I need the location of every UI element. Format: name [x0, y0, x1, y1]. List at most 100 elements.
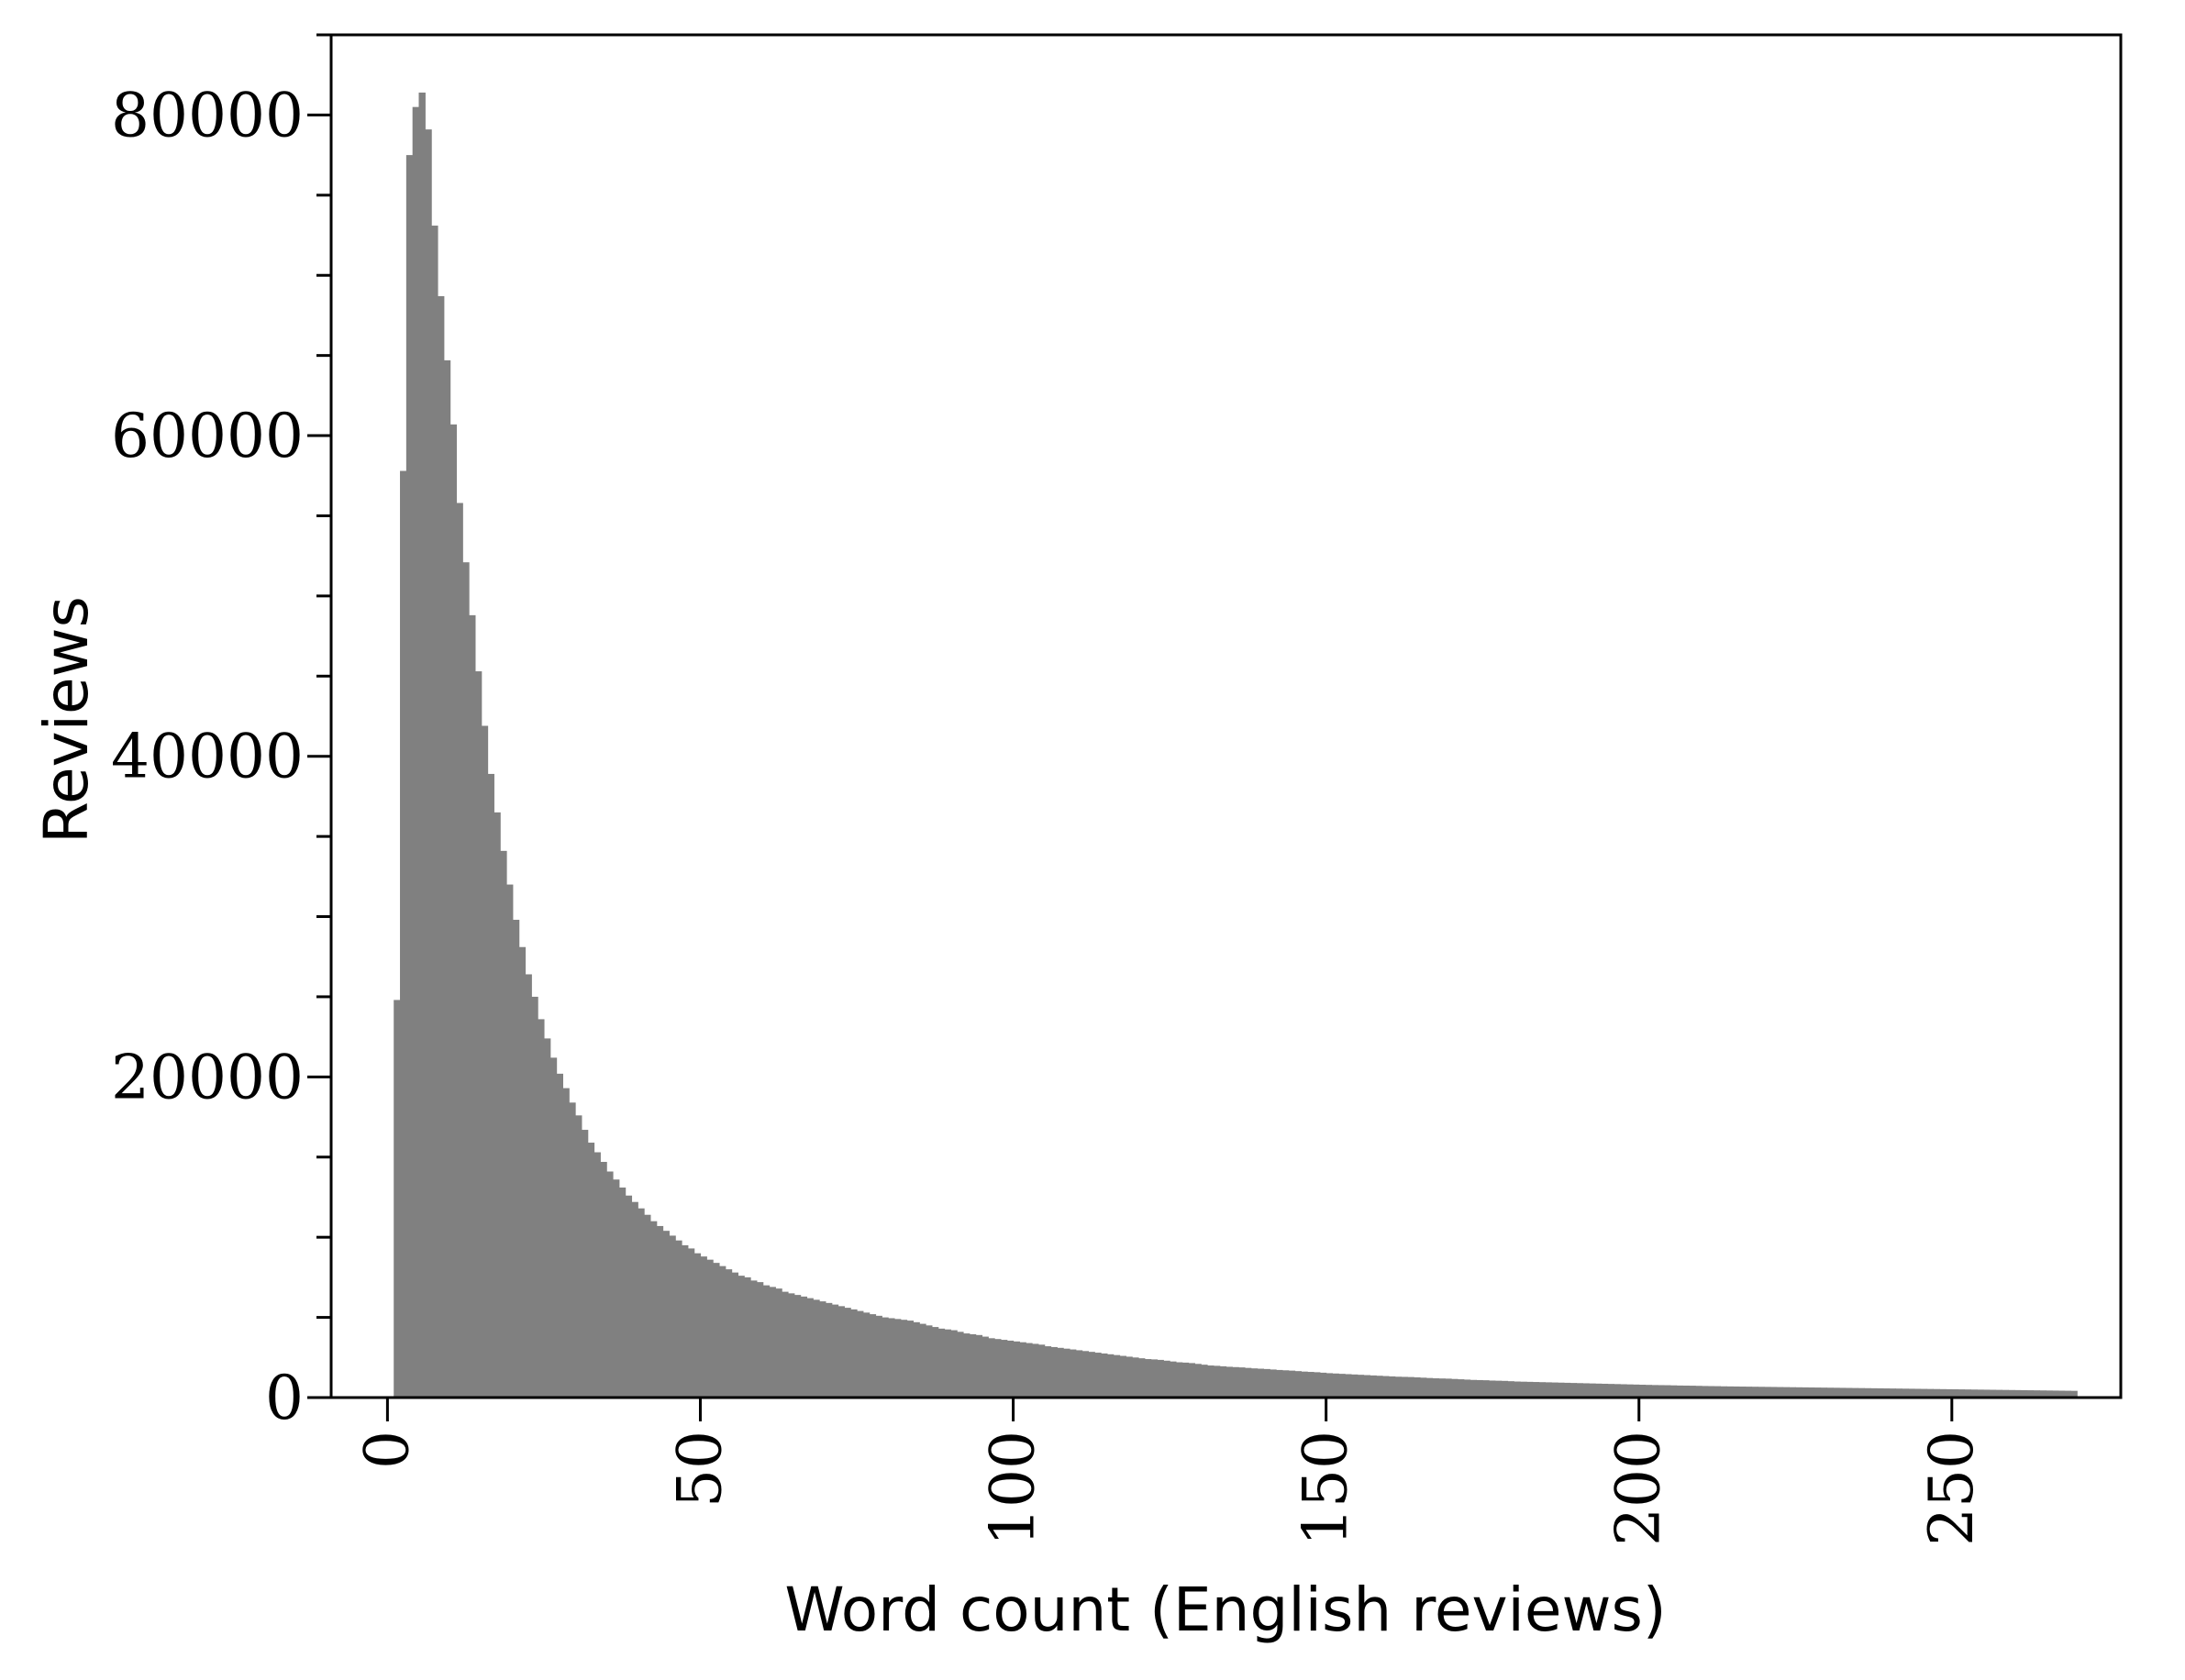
histogram-bar: [1213, 1365, 1221, 1398]
histogram-bar: [1995, 1389, 2002, 1398]
histogram-bar: [1733, 1386, 1740, 1398]
histogram-bar: [1276, 1369, 1283, 1398]
x-tick-label: 0: [351, 1431, 422, 1469]
y-tick-label: 60000: [111, 401, 304, 471]
histogram-bar: [1782, 1387, 1791, 1398]
histogram-bar: [937, 1328, 946, 1398]
histogram-bar: [1026, 1343, 1033, 1398]
y-tick-label: 40000: [111, 722, 304, 792]
histogram-bar: [1407, 1376, 1414, 1398]
histogram-bar: [926, 1325, 933, 1398]
histogram-bar: [1319, 1372, 1327, 1398]
histogram-bar: [1789, 1387, 1796, 1398]
histogram-bar: [1132, 1357, 1139, 1398]
histogram-bar: [1457, 1379, 1465, 1398]
histogram-bar: [1695, 1386, 1703, 1398]
histogram-bar: [512, 920, 520, 1398]
histogram-bar: [2051, 1390, 2059, 1398]
histogram-bar: [1482, 1380, 1490, 1398]
histogram-bar: [775, 1288, 782, 1398]
histogram-bar: [700, 1256, 707, 1398]
histogram-bar: [1833, 1387, 1840, 1398]
histogram-bar: [1726, 1386, 1734, 1398]
histogram-bar: [1325, 1373, 1334, 1398]
histogram-bar: [1181, 1362, 1190, 1398]
histogram-bar: [1620, 1384, 1627, 1398]
histogram-bar: [443, 359, 451, 1398]
histogram-bar: [1101, 1353, 1108, 1398]
histogram-bar: [1738, 1387, 1747, 1398]
histogram-bar: [474, 671, 482, 1398]
histogram-bar: [1589, 1383, 1596, 1398]
histogram-bar: [1476, 1379, 1483, 1398]
y-tick-label: 20000: [111, 1042, 304, 1112]
histogram-bar: [1357, 1375, 1365, 1398]
histogram-bar: [1582, 1383, 1590, 1398]
histogram-bar: [500, 850, 507, 1398]
histogram-bar: [806, 1298, 814, 1398]
histogram-bar: [1851, 1387, 1859, 1398]
histogram-bar: [744, 1277, 751, 1398]
histogram-bar: [988, 1338, 995, 1398]
histogram-bar: [1401, 1376, 1408, 1398]
histogram-bar: [400, 470, 407, 1398]
histogram-bar: [1163, 1360, 1170, 1398]
histogram-bar: [1870, 1387, 1878, 1398]
histogram-bar: [1802, 1387, 1809, 1398]
histogram-bar: [1081, 1351, 1090, 1398]
histogram-bar: [969, 1333, 977, 1398]
histogram-bar: [1069, 1349, 1077, 1398]
histogram-bar: [1813, 1387, 1822, 1398]
histogram-bar: [1019, 1342, 1026, 1398]
histogram-bar: [982, 1336, 989, 1398]
histogram-bar: [1032, 1343, 1039, 1398]
histogram-bar: [638, 1208, 645, 1398]
histogram-bar: [1664, 1385, 1671, 1398]
histogram-bar: [1494, 1380, 1503, 1398]
histogram-bar: [649, 1221, 658, 1398]
histogram-bar: [412, 106, 420, 1398]
x-tick-label: 200: [1603, 1431, 1674, 1546]
histogram-bar: [850, 1309, 858, 1398]
histogram-bar: [975, 1334, 983, 1398]
histogram-bar: [1363, 1375, 1370, 1398]
histogram-bar: [1382, 1376, 1390, 1398]
histogram-bar: [1307, 1372, 1314, 1398]
histogram-bar: [1776, 1387, 1784, 1398]
histogram-bar: [1651, 1385, 1658, 1398]
histogram-bar: [1270, 1369, 1277, 1398]
histogram-bar: [494, 812, 501, 1398]
histogram-bar: [418, 92, 426, 1398]
histogram-bar: [1939, 1388, 1947, 1398]
histogram-bar: [1895, 1388, 1902, 1398]
x-axis-label: Word count (English reviews): [784, 1575, 1666, 1645]
histogram-bar: [900, 1320, 908, 1398]
histogram-bar: [1419, 1377, 1427, 1398]
x-tick-label: 150: [1291, 1431, 1361, 1546]
histogram-bar: [1175, 1362, 1183, 1398]
histogram-bar: [793, 1295, 802, 1398]
histogram-bar: [562, 1088, 570, 1398]
histogram-bar: [962, 1333, 970, 1398]
histogram-bar: [1281, 1370, 1290, 1398]
y-axis-ticks: 0 20000 40000 60000 80000: [111, 33, 331, 1433]
histogram-bar: [431, 226, 438, 1398]
histogram-bar: [882, 1317, 889, 1398]
histogram-bar: [913, 1321, 920, 1398]
x-axis-ticks: 0 50 100 150 200 250: [351, 1398, 1987, 1546]
histogram-bar: [944, 1329, 951, 1398]
histogram-bar: [1006, 1340, 1015, 1398]
histogram-bar: [631, 1201, 638, 1398]
histogram-bar: [1376, 1376, 1383, 1398]
histogram-bar: [449, 424, 458, 1398]
histogram-bar: [644, 1214, 651, 1398]
histogram-bar: [531, 996, 538, 1398]
histogram-bar: [1394, 1376, 1403, 1398]
histogram-bar: [612, 1179, 620, 1398]
histogram-bar: [769, 1287, 776, 1398]
histogram-bar: [782, 1291, 789, 1398]
histogram-bar: [656, 1225, 664, 1398]
histogram-bar: [919, 1323, 926, 1398]
histogram-bar: [1926, 1388, 1934, 1398]
